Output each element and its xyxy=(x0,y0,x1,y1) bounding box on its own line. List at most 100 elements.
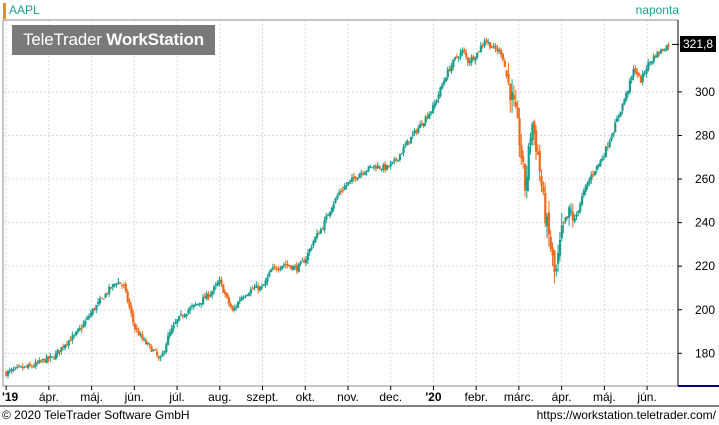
candle-body xyxy=(231,306,234,311)
y-tick-label: 280 xyxy=(695,128,715,142)
candle-body xyxy=(520,144,523,159)
x-tick-label: dec. xyxy=(379,390,402,404)
y-tick-label: 300 xyxy=(695,85,715,99)
candle-body xyxy=(27,364,30,369)
candle-body xyxy=(238,300,241,302)
candle-body xyxy=(106,293,109,295)
candle-body xyxy=(76,329,80,332)
candle-body xyxy=(218,279,221,284)
candle-body xyxy=(356,177,359,180)
candle-body xyxy=(483,41,486,47)
symbol-label[interactable]: AAPL xyxy=(9,3,40,17)
candle-body xyxy=(472,56,475,60)
candle-body xyxy=(634,68,637,73)
candle-body xyxy=(522,156,525,162)
candle-body xyxy=(213,286,216,291)
candle-body xyxy=(457,57,460,59)
candle-body xyxy=(408,141,411,143)
candle-body xyxy=(25,366,28,368)
candle-body xyxy=(549,236,552,249)
y-tick-label: 220 xyxy=(695,259,715,273)
candle-body xyxy=(264,280,267,286)
candle-body xyxy=(45,356,48,363)
candle-body xyxy=(461,50,464,53)
candle-body xyxy=(227,297,230,304)
candle-body xyxy=(240,296,243,301)
candle-body xyxy=(597,163,600,167)
candle-body xyxy=(358,174,361,179)
candle-body xyxy=(152,349,155,351)
candle-body xyxy=(277,269,280,271)
candle-body xyxy=(479,45,482,53)
candle-body xyxy=(360,172,363,175)
candle-body xyxy=(196,303,199,306)
candle-body xyxy=(54,353,58,360)
symbol-color-marker xyxy=(3,3,6,19)
candle-body xyxy=(225,293,229,297)
candle-body xyxy=(411,134,414,136)
candle-body xyxy=(303,260,306,263)
candle-body xyxy=(262,285,265,287)
candle-body xyxy=(187,310,190,314)
candle-body xyxy=(389,163,392,167)
candle-body xyxy=(476,52,479,58)
candle-body xyxy=(236,301,240,308)
candle-body xyxy=(419,124,422,129)
candle-body xyxy=(494,45,497,49)
candle-body xyxy=(80,328,83,330)
candle-body xyxy=(286,264,289,266)
candle-body xyxy=(334,198,337,203)
logo-brand-bold: WorkStation xyxy=(106,30,204,49)
candle-body xyxy=(108,286,111,294)
candle-body xyxy=(590,174,593,181)
candle-body xyxy=(224,291,227,295)
candle-body xyxy=(246,294,249,296)
candle-body xyxy=(255,285,258,288)
candle-body xyxy=(220,279,223,284)
candle-body xyxy=(235,306,238,309)
candle-body xyxy=(367,166,370,171)
candle-body xyxy=(444,77,448,82)
candle-body xyxy=(82,323,85,328)
logo-brand-regular: TeleTrader xyxy=(23,30,102,49)
candle-body xyxy=(363,172,367,175)
x-tick-label: márc. xyxy=(504,390,534,404)
candle-body xyxy=(621,103,624,111)
candle-body xyxy=(144,340,148,344)
candle-body xyxy=(214,284,218,286)
candle-body xyxy=(30,366,34,368)
candle-body xyxy=(384,163,387,171)
candle-body xyxy=(468,61,471,64)
candle-body xyxy=(62,345,65,348)
candle-body xyxy=(582,190,586,196)
candle-body xyxy=(577,210,580,213)
candle-body xyxy=(564,217,567,222)
website-link[interactable]: https://workstation.teletrader.com/ xyxy=(536,408,716,422)
candle-body xyxy=(569,210,573,212)
candle-body xyxy=(498,49,501,51)
candle-body xyxy=(398,154,402,161)
candle-body xyxy=(628,80,632,93)
candle-body xyxy=(661,48,665,51)
candle-body xyxy=(168,332,172,336)
candle-body xyxy=(455,56,459,58)
candle-body xyxy=(542,186,545,193)
candle-body xyxy=(97,301,100,304)
candle-body xyxy=(395,158,398,161)
candle-body xyxy=(273,266,276,268)
candle-body xyxy=(437,94,440,100)
candle-body xyxy=(452,59,455,67)
candle-body xyxy=(148,344,151,346)
candle-body xyxy=(492,45,495,47)
candle-body xyxy=(14,367,17,369)
candle-body xyxy=(630,76,633,81)
candle-body xyxy=(365,170,368,173)
candle-body xyxy=(154,349,157,351)
candle-body xyxy=(557,252,560,265)
candle-body xyxy=(362,173,365,175)
candle-body xyxy=(341,190,345,192)
candle-body xyxy=(174,322,177,324)
period-label[interactable]: naponta xyxy=(635,3,679,17)
